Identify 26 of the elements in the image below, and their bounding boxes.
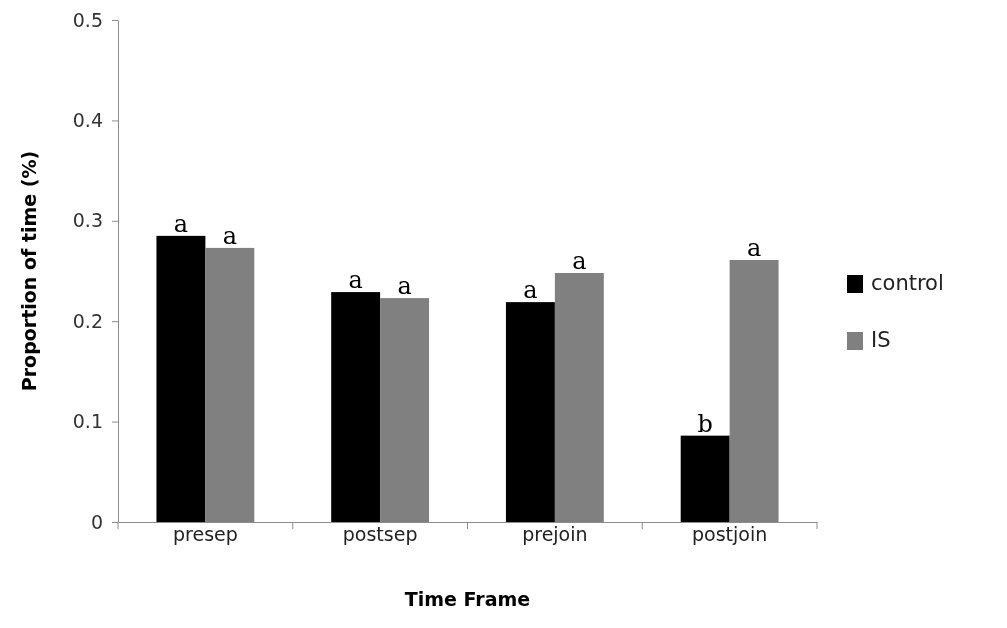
annotation: a (348, 266, 363, 295)
y-tick-label: 0.1 (72, 410, 103, 433)
annotation: b (697, 409, 713, 438)
bar (156, 235, 206, 522)
x-tick-label: presep (172, 523, 238, 545)
y-tick-label: 0.2 (72, 309, 103, 332)
annotation: a (523, 276, 538, 305)
y-tick-label: 0.5 (72, 8, 103, 31)
legend-label: control (871, 271, 944, 295)
y-tick-label: 0 (90, 510, 103, 533)
annotation: a (222, 221, 237, 250)
bar (505, 302, 555, 522)
bar (331, 292, 381, 522)
legend-label: IS (871, 328, 891, 352)
annotation: a (173, 209, 189, 238)
annotation: a (572, 247, 587, 276)
x-tick-label: postsep (342, 523, 418, 545)
y-axis-title: Proportion of time (%) (18, 150, 40, 392)
x-tick-label: postjoin (691, 523, 768, 545)
annotation: a (746, 233, 762, 262)
y-tick-label: 0.4 (72, 108, 103, 131)
x-axis-title: Time Frame (404, 588, 531, 610)
y-tick-label: 0.3 (72, 209, 103, 232)
x-tick-label: prejoin (522, 523, 588, 545)
bar (680, 435, 730, 522)
annotation: a (397, 272, 412, 301)
